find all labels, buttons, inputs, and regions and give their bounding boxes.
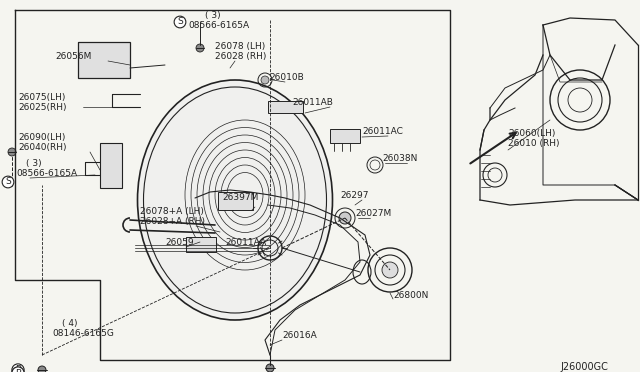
Text: 08566-6165A: 08566-6165A — [188, 21, 249, 30]
Bar — [218, 192, 253, 210]
Text: 08146-6165G: 08146-6165G — [52, 329, 114, 338]
Text: 08566-6165A: 08566-6165A — [16, 169, 77, 178]
Text: 26059: 26059 — [165, 238, 194, 247]
Text: 26010 (RH): 26010 (RH) — [508, 139, 559, 148]
Text: B: B — [15, 369, 21, 372]
Text: 26078+A (LH): 26078+A (LH) — [140, 207, 204, 216]
Text: 26027M: 26027M — [355, 209, 391, 218]
Text: ( 4): ( 4) — [62, 319, 77, 328]
Bar — [330, 129, 360, 143]
Text: 26056M: 26056M — [55, 52, 92, 61]
Text: 26028 (RH): 26028 (RH) — [215, 52, 266, 61]
Text: 26011AB: 26011AB — [292, 98, 333, 107]
Text: 26075(LH): 26075(LH) — [18, 93, 65, 102]
Circle shape — [382, 262, 398, 278]
Circle shape — [339, 212, 351, 224]
Circle shape — [8, 148, 16, 156]
Text: 26011AA: 26011AA — [225, 238, 266, 247]
Text: 26090(LH): 26090(LH) — [18, 133, 65, 142]
Text: B: B — [15, 366, 21, 372]
Text: ( 3): ( 3) — [205, 11, 221, 20]
Text: S: S — [5, 177, 11, 186]
Text: 26016A: 26016A — [282, 331, 317, 340]
Bar — [268, 101, 303, 113]
Text: 26040(RH): 26040(RH) — [18, 143, 67, 152]
Bar — [186, 237, 216, 252]
Text: 26078 (LH): 26078 (LH) — [215, 42, 265, 51]
Text: 26297: 26297 — [340, 191, 369, 200]
Text: 26010B: 26010B — [269, 73, 304, 82]
Bar — [78, 42, 130, 78]
Text: J26000GC: J26000GC — [560, 362, 608, 372]
Text: 26060(LH): 26060(LH) — [508, 129, 556, 138]
Text: 26038N: 26038N — [382, 154, 417, 163]
Text: ( 3): ( 3) — [26, 159, 42, 168]
Ellipse shape — [138, 80, 333, 320]
Circle shape — [266, 364, 274, 372]
Bar — [100, 143, 122, 188]
Text: 26800N: 26800N — [393, 291, 428, 300]
Text: 26025(RH): 26025(RH) — [18, 103, 67, 112]
Text: 26028+A (RH): 26028+A (RH) — [140, 217, 205, 226]
Text: S: S — [177, 17, 183, 26]
Text: 26011AC: 26011AC — [362, 127, 403, 136]
Circle shape — [38, 366, 46, 372]
Circle shape — [196, 44, 204, 52]
Circle shape — [261, 76, 269, 84]
Text: 26397M: 26397M — [222, 193, 259, 202]
